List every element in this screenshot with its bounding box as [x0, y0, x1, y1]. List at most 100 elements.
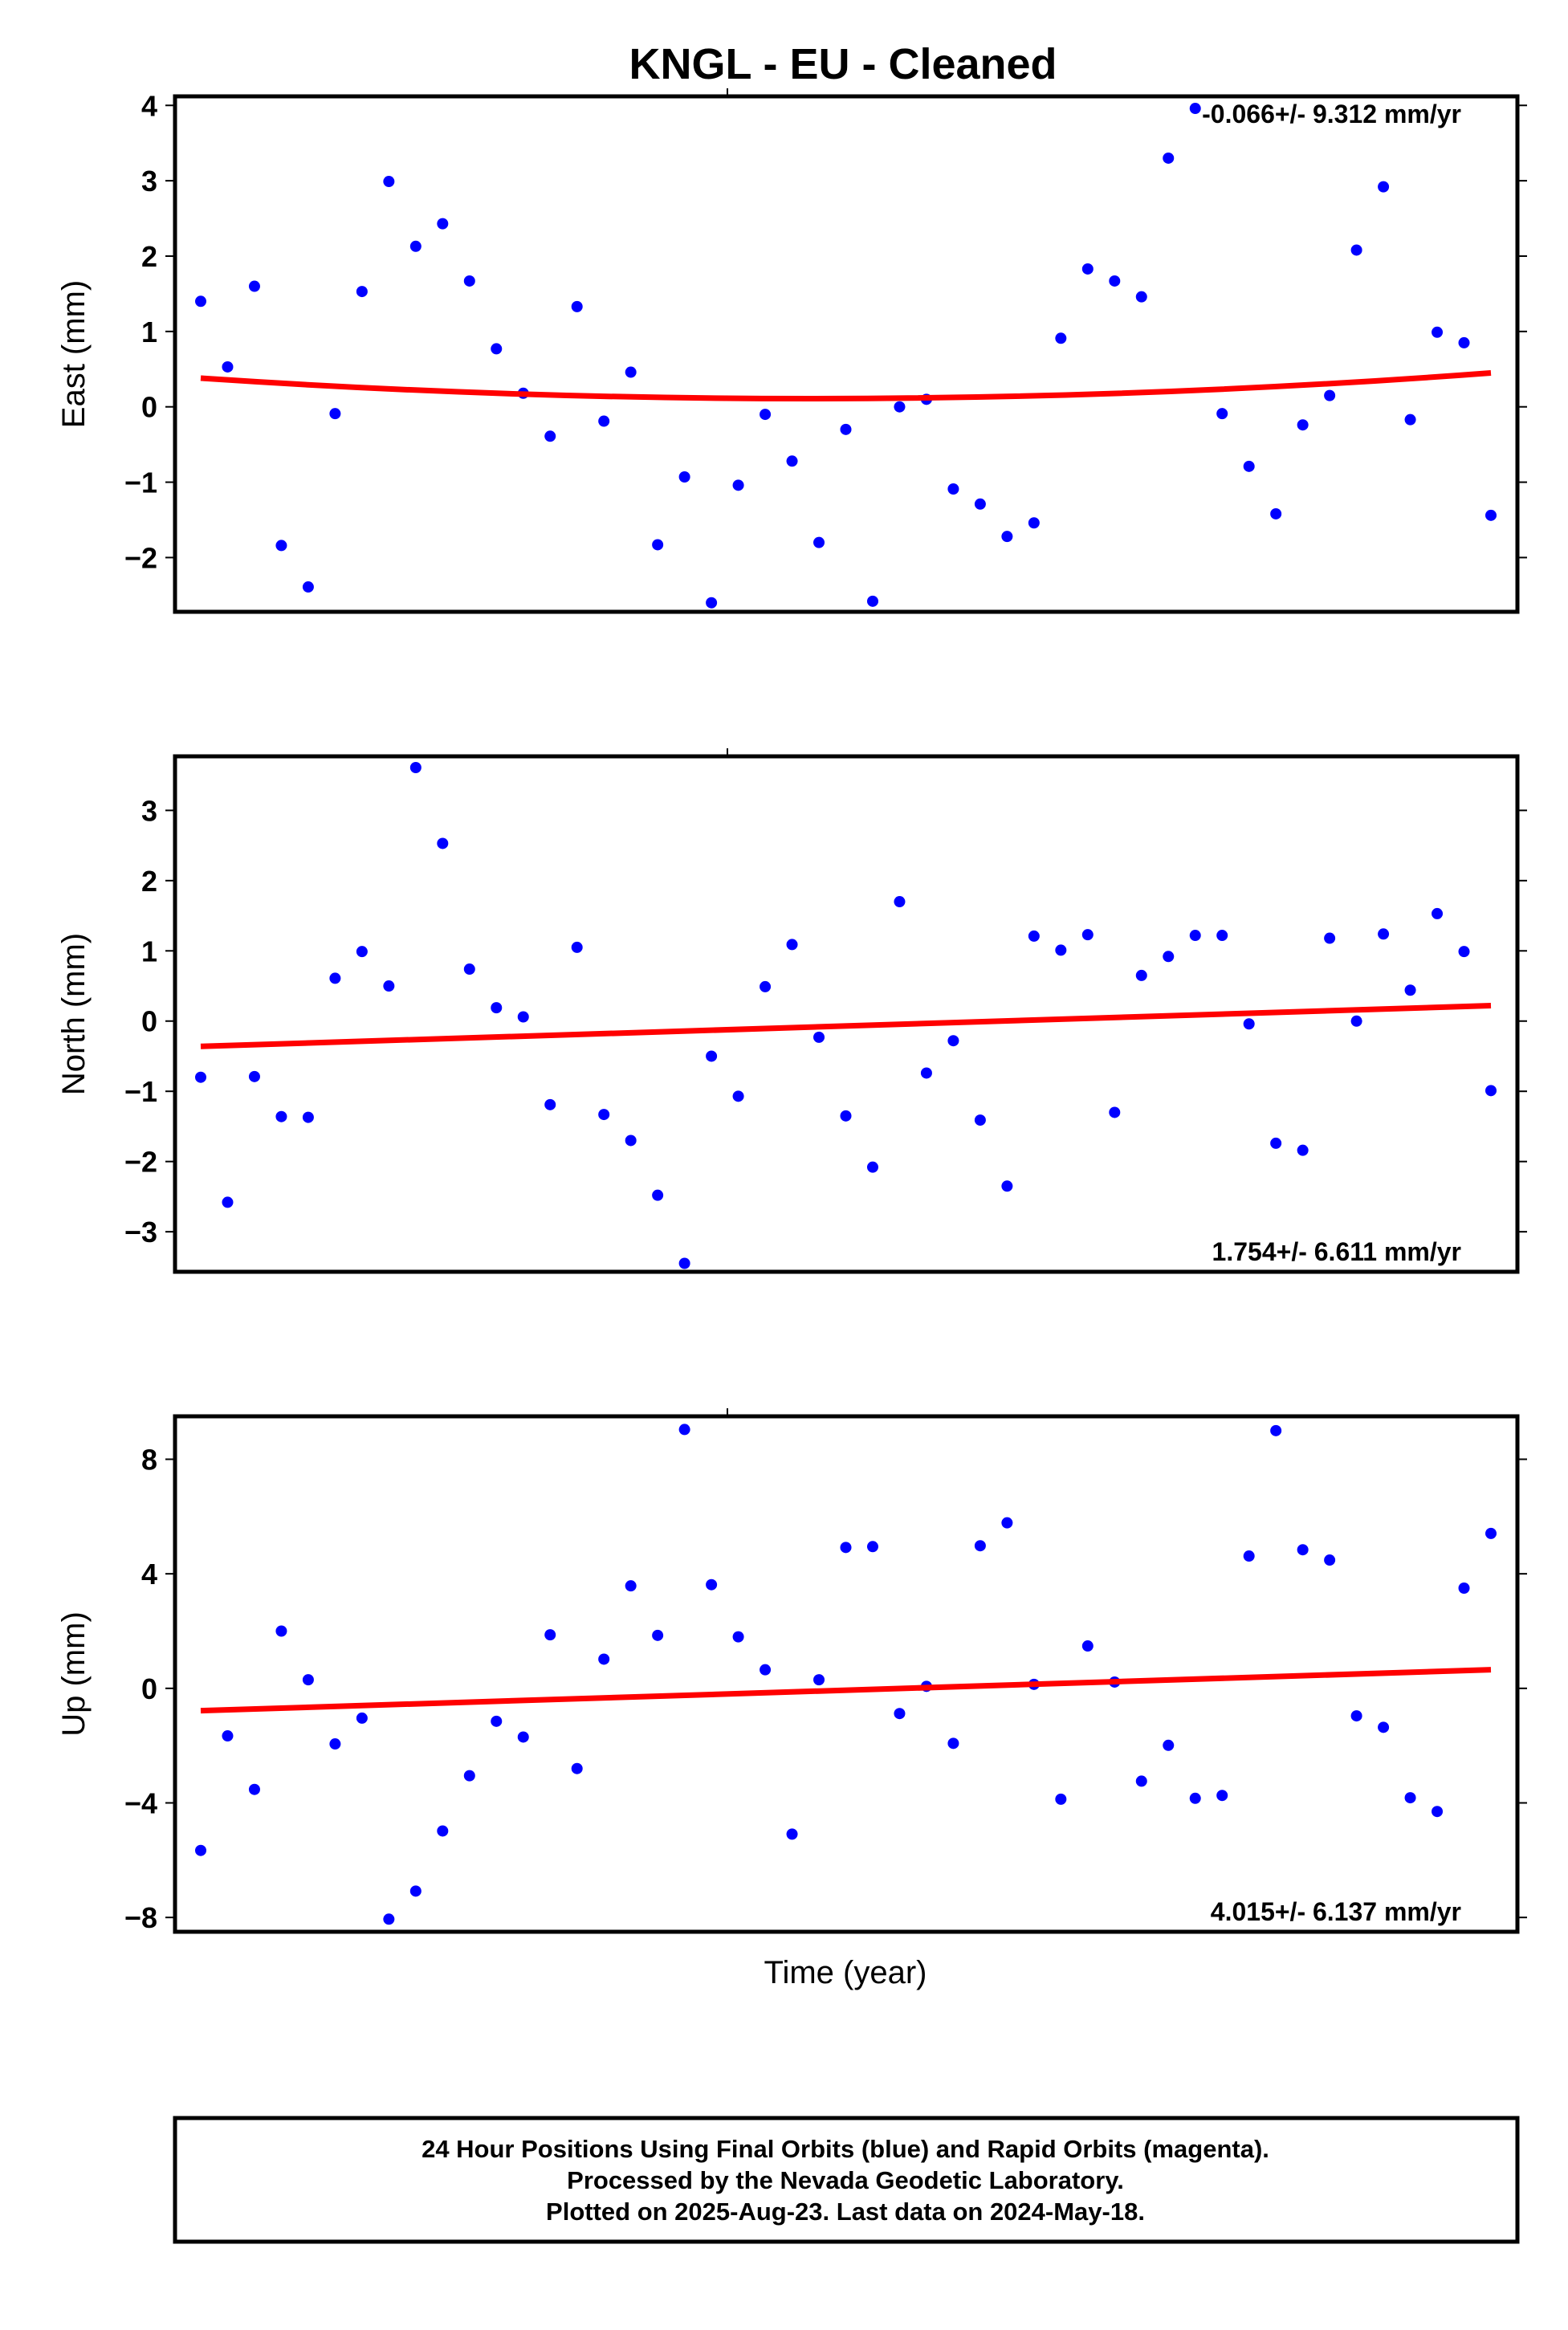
up-data-point [1297, 1544, 1309, 1556]
north-data-point [1432, 907, 1444, 919]
up-data-point [1270, 1424, 1282, 1436]
north-data-point [894, 896, 906, 908]
east-data-point [840, 423, 852, 435]
up-y-tick-label: 0 [141, 1672, 157, 1705]
up-data-point [1081, 1640, 1094, 1652]
up-data-point [598, 1653, 610, 1665]
north-data-point [1081, 929, 1094, 941]
north-data-point [1297, 1144, 1309, 1156]
north-data-point [1404, 984, 1416, 996]
east-data-point [1270, 507, 1282, 519]
north-data-point [1270, 1137, 1282, 1149]
east-fit-line [200, 369, 1492, 401]
east-data-point [866, 595, 878, 607]
north-data-point [1324, 932, 1336, 944]
east-y-tick-label: 2 [141, 240, 157, 273]
north-data-point [1109, 1106, 1121, 1118]
north-data-point [652, 1189, 664, 1201]
north-data-point [195, 1071, 206, 1083]
north-data-point [275, 1110, 287, 1122]
east-data-point [409, 240, 422, 252]
north-data-point [463, 963, 475, 976]
east-data-point [974, 498, 986, 510]
east-data-point [625, 366, 637, 378]
east-y-tick-label: −2 [124, 541, 157, 574]
up-data-point [195, 1844, 206, 1856]
east-data-point [491, 343, 503, 355]
up-data-point [894, 1708, 906, 1720]
north-data-point [1458, 946, 1470, 958]
up-data-point [760, 1664, 772, 1676]
north-y-tick-label: 1 [141, 935, 157, 967]
up-data-point [275, 1625, 287, 1637]
north-data-point [947, 1035, 959, 1047]
up-data-point [1404, 1792, 1416, 1804]
east-data-point [571, 300, 583, 312]
up-data-point [302, 1674, 314, 1686]
east-data-point [1189, 103, 1201, 115]
up-data-point [652, 1629, 664, 1641]
up-data-point [974, 1540, 986, 1552]
north-data-point [437, 837, 449, 849]
east-data-point [463, 275, 475, 287]
north-data-point [1350, 1015, 1362, 1027]
north-data-point [1001, 1180, 1013, 1192]
north-data-point [571, 941, 583, 953]
north-data-point [329, 972, 341, 984]
up-data-point [491, 1715, 503, 1727]
east-data-point [1324, 389, 1336, 401]
north-data-point [248, 1070, 260, 1082]
east-panel: 4 3 2 1 0 −1 −2 East (mm) -0.066+/- 9.312 mm/yr [56, 88, 1527, 614]
up-data-point [1163, 1739, 1175, 1751]
north-panel: 3 2 1 0 −1 −2 −3 North (mm) 1.754+/- 6.611 mm/yr [56, 748, 1527, 1274]
north-data-point [840, 1110, 852, 1122]
east-y-tick-label: 0 [141, 391, 157, 424]
east-data-point [383, 176, 395, 188]
footer-line-1: 24 Hour Positions Using Final Orbits (bl… [422, 2135, 1269, 2163]
up-y-tick-label: 4 [141, 1558, 157, 1591]
north-data-point [732, 1090, 744, 1102]
north-data-point [1163, 951, 1175, 963]
north-data-point [491, 1002, 503, 1014]
north-y-axis-label: North (mm) [56, 933, 92, 1095]
chart-title: KNGL - EU - Cleaned [629, 40, 1057, 88]
east-data-point [1350, 244, 1362, 256]
up-fit-line [200, 1667, 1492, 1714]
up-data-point [248, 1783, 260, 1795]
east-data-point [437, 218, 449, 230]
up-data-point [1350, 1710, 1362, 1722]
east-data-point [1163, 152, 1175, 164]
north-data-point [356, 946, 368, 958]
north-data-point [866, 1161, 878, 1173]
north-data-point [383, 980, 395, 992]
up-data-point [947, 1737, 959, 1750]
north-data-point [1055, 944, 1067, 956]
up-data-point [732, 1631, 744, 1643]
east-data-point [1458, 336, 1470, 348]
up-data-point [1243, 1550, 1255, 1562]
up-data-point [329, 1738, 341, 1750]
north-data-point [517, 1011, 529, 1023]
up-data-point [1135, 1775, 1147, 1787]
east-data-point [1378, 181, 1390, 193]
up-data-point [463, 1770, 475, 1782]
north-y-tick-label: −3 [124, 1216, 157, 1249]
up-data-point [813, 1674, 825, 1686]
up-data-point [571, 1762, 583, 1774]
east-y-tick-label: 1 [141, 316, 157, 348]
north-data-point [598, 1109, 610, 1121]
north-data-point [813, 1031, 825, 1043]
east-data-point [760, 409, 772, 421]
east-data-point [1109, 275, 1121, 287]
up-data-point [1216, 1790, 1228, 1802]
north-rate-annotation: 1.754+/- 6.611 mm/yr [1212, 1237, 1461, 1266]
up-data-point [1324, 1554, 1336, 1566]
up-y-tick-label: 8 [141, 1444, 157, 1477]
east-data-point [598, 415, 610, 427]
north-data-point [974, 1114, 986, 1126]
north-data-point [222, 1196, 234, 1208]
up-y-tick-label: −8 [124, 1901, 157, 1934]
north-data-point [1216, 930, 1228, 942]
x-axis-label: Time (year) [764, 1955, 927, 1990]
